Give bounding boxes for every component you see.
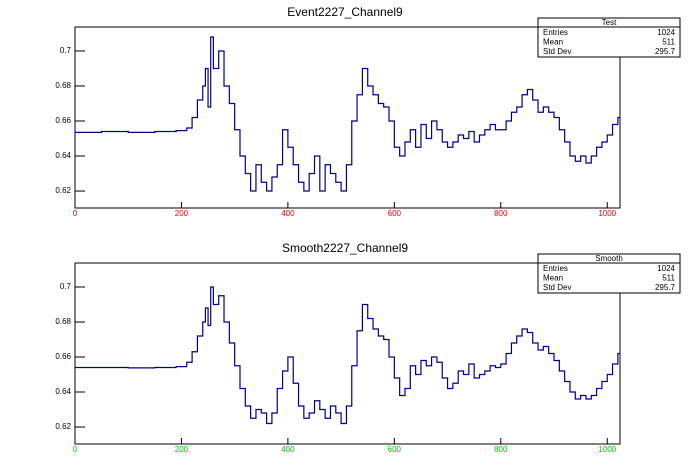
- stats-label: Entries: [543, 264, 568, 273]
- y-tick-label: 0.64: [55, 387, 71, 396]
- stats-title: Smooth: [595, 254, 623, 263]
- x-tick-label: 200: [175, 445, 189, 454]
- data-line: [75, 36, 620, 192]
- x-tick-label: 800: [494, 445, 508, 454]
- chart-title: Smooth2227_Channel9: [282, 241, 408, 255]
- stats-value: 1024: [657, 264, 675, 273]
- x-tick-label: 200: [175, 209, 189, 218]
- stats-value: 511: [662, 274, 675, 283]
- stats-box: [537, 253, 681, 294]
- x-tick-label: 600: [388, 209, 402, 218]
- stats-value: 295.7: [655, 283, 676, 292]
- x-tick-label: 800: [494, 209, 508, 218]
- stats-label: Mean: [543, 274, 563, 283]
- x-tick-label: 400: [281, 445, 295, 454]
- y-tick-label: 0.66: [55, 352, 71, 361]
- stats-label: Std Dev: [543, 47, 571, 56]
- y-tick-label: 0.7: [60, 46, 72, 55]
- stats-value: 1024: [657, 28, 675, 37]
- stats-box: [537, 17, 681, 58]
- stats-value: 295.7: [655, 47, 676, 56]
- stats-label: Std Dev: [543, 283, 571, 292]
- y-tick-label: 0.62: [55, 186, 71, 195]
- stats-value: 511: [662, 38, 675, 47]
- x-tick-label: 400: [281, 209, 295, 218]
- y-tick-label: 0.68: [55, 317, 71, 326]
- chart-title: Event2227_Channel9: [287, 5, 403, 19]
- x-tick-label: 1000: [598, 445, 616, 454]
- y-tick-label: 0.66: [55, 116, 71, 125]
- x-tick-label: 600: [388, 445, 402, 454]
- y-tick-label: 0.64: [55, 151, 71, 160]
- data-line: [75, 286, 620, 425]
- x-tick-label: 0: [73, 445, 78, 454]
- stats-label: Mean: [543, 38, 563, 47]
- x-tick-label: 1000: [598, 209, 616, 218]
- stats-label: Entries: [543, 28, 568, 37]
- y-tick-label: 0.62: [55, 422, 71, 431]
- stats-title: Test: [602, 18, 617, 27]
- y-tick-label: 0.7: [60, 282, 72, 291]
- y-tick-label: 0.68: [55, 81, 71, 90]
- x-tick-label: 0: [73, 209, 78, 218]
